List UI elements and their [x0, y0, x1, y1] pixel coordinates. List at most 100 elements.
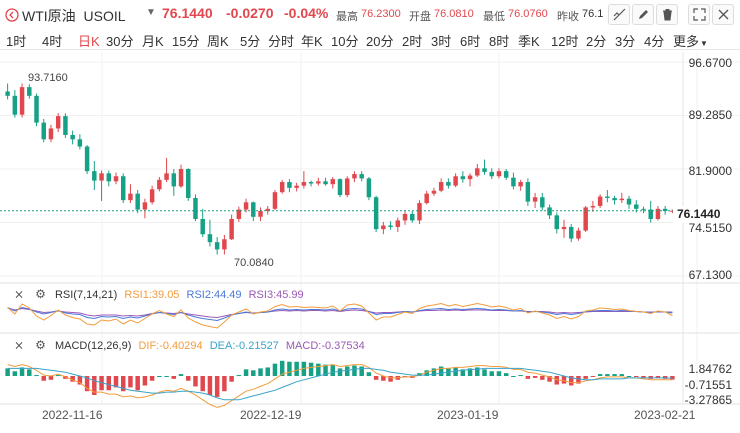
- candle-body: [518, 182, 523, 187]
- back-arrow-icon[interactable]: [5, 8, 19, 27]
- rsi-series: [7, 302, 673, 329]
- macd-histogram-bar: [265, 367, 270, 376]
- macd-histogram-bar: [55, 375, 61, 377]
- rsi1-value: RSI1:39.05: [124, 289, 180, 301]
- candle-body: [113, 176, 119, 182]
- candle-body: [106, 173, 112, 182]
- candle-body: [438, 182, 444, 191]
- period-3h[interactable]: 3时: [431, 34, 452, 49]
- candle-body: [475, 168, 480, 176]
- macd-histogram-bar: [496, 371, 502, 376]
- trash-icon: [663, 9, 672, 21]
- x-axis-label: 2023-02-21: [634, 408, 696, 422]
- macd-histogram-bar: [352, 365, 357, 376]
- candle-body: [200, 218, 205, 235]
- macd-histogram-bar: [12, 371, 18, 376]
- candle-body: [344, 178, 350, 196]
- candle-body: [99, 173, 104, 181]
- candle-body: [410, 213, 415, 221]
- macd-histogram-bar: [503, 373, 509, 376]
- collapse-icon[interactable]: ⨯: [14, 287, 25, 301]
- line-tool-icon: [613, 8, 626, 21]
- period-30m[interactable]: 30分: [106, 34, 134, 49]
- candle-body: [323, 181, 328, 185]
- period-quarter[interactable]: 季K: [518, 34, 540, 49]
- fullscreen-button[interactable]: [688, 4, 710, 25]
- pen-tool-icon: [639, 10, 648, 19]
- period-2h[interactable]: 2时: [402, 34, 423, 49]
- candle-body: [634, 204, 639, 209]
- period-1h[interactable]: 1时: [6, 34, 27, 49]
- settings-gear-icon[interactable]: ⚙: [35, 287, 46, 301]
- low-value: 76.0760: [508, 8, 548, 20]
- candle-body: [626, 198, 632, 205]
- macd-title: MACD(12,26,9): [54, 340, 132, 352]
- candle-body: [431, 190, 437, 194]
- max-price-annotation: 93.7160: [28, 72, 68, 84]
- candle-body: [84, 146, 90, 172]
- macd-histogram-bar: [251, 370, 256, 376]
- period-12h[interactable]: 12时: [551, 34, 579, 49]
- macd-histogram-bar: [605, 374, 610, 376]
- candle-body: [366, 178, 372, 198]
- macd-histogram-bar: [316, 363, 321, 376]
- close-button[interactable]: [712, 4, 734, 25]
- macd-histogram-bar: [475, 367, 480, 376]
- candle-body: [287, 182, 292, 188]
- macd-histogram-bar: [626, 376, 632, 377]
- trash-button[interactable]: [656, 4, 678, 25]
- macd-histogram-bar: [489, 371, 494, 376]
- macd-histogram-bar: [236, 375, 242, 377]
- macd-axis-label: -3.27865: [684, 393, 732, 407]
- period-20m[interactable]: 20分: [366, 34, 394, 49]
- symbol-dropdown-icon[interactable]: ▼: [146, 7, 156, 18]
- macd-histogram-bar: [424, 370, 429, 376]
- candle-body: [561, 226, 567, 230]
- period-3m[interactable]: 3分: [615, 34, 636, 49]
- period-year[interactable]: 年K: [301, 34, 323, 49]
- pen-tool-button[interactable]: [632, 4, 654, 25]
- last-price: 76.1440: [162, 5, 213, 21]
- period-bar: 1时 4时 日K 30分 月K 15分 周K 5分 分时 年K 10分 20分 …: [0, 28, 740, 50]
- macd-histogram-bar: [258, 368, 263, 376]
- macd-histogram-bar: [359, 366, 364, 376]
- price-change: -0.0270: [226, 5, 274, 21]
- collapse-icon[interactable]: ⨯: [14, 338, 25, 352]
- period-week[interactable]: 周K: [207, 34, 229, 49]
- macd-histogram-bar: [142, 376, 148, 386]
- symbol-title[interactable]: WTI原油 USOIL: [22, 6, 126, 26]
- macd-histogram-bar: [186, 376, 191, 381]
- period-more-label: 更多: [673, 34, 700, 49]
- candle-body: [178, 169, 184, 187]
- macd-dif-line: [7, 364, 673, 408]
- settings-gear-icon[interactable]: ⚙: [35, 338, 46, 352]
- min-price-annotation: 70.0840: [234, 257, 274, 269]
- period-6h[interactable]: 6时: [460, 34, 481, 49]
- macd-histogram-bar: [70, 376, 75, 382]
- period-8h[interactable]: 8时: [489, 34, 510, 49]
- price-axis-label: 67.1300: [688, 268, 732, 282]
- period-4h[interactable]: 4时: [42, 34, 63, 49]
- macd-histogram-bar: [366, 372, 372, 376]
- x-axis-label: 2022-11-16: [42, 408, 103, 422]
- low-label: 最低: [483, 11, 505, 23]
- period-4m[interactable]: 4分: [644, 34, 665, 49]
- candle-body: [171, 173, 177, 187]
- macd-histogram-bar: [373, 376, 379, 380]
- period-month[interactable]: 月K: [142, 34, 164, 49]
- quote-header: WTI原油 USOIL ▼ 76.1440 -0.0270 -0.04% 最高 …: [0, 0, 740, 28]
- line-tool-button[interactable]: [608, 4, 630, 25]
- period-timeline[interactable]: 分时: [268, 34, 295, 49]
- period-15m[interactable]: 15分: [172, 34, 200, 49]
- candle-body: [655, 208, 661, 219]
- period-10m[interactable]: 10分: [331, 34, 359, 49]
- candle-body: [164, 173, 169, 180]
- candle-body: [207, 234, 213, 243]
- candle-body: [446, 182, 451, 186]
- period-5m[interactable]: 5分: [240, 34, 261, 49]
- period-day[interactable]: 日K: [78, 34, 100, 49]
- macd-histogram-bar: [48, 376, 54, 380]
- period-2m[interactable]: 2分: [586, 34, 607, 49]
- period-more[interactable]: 更多▼: [673, 31, 708, 50]
